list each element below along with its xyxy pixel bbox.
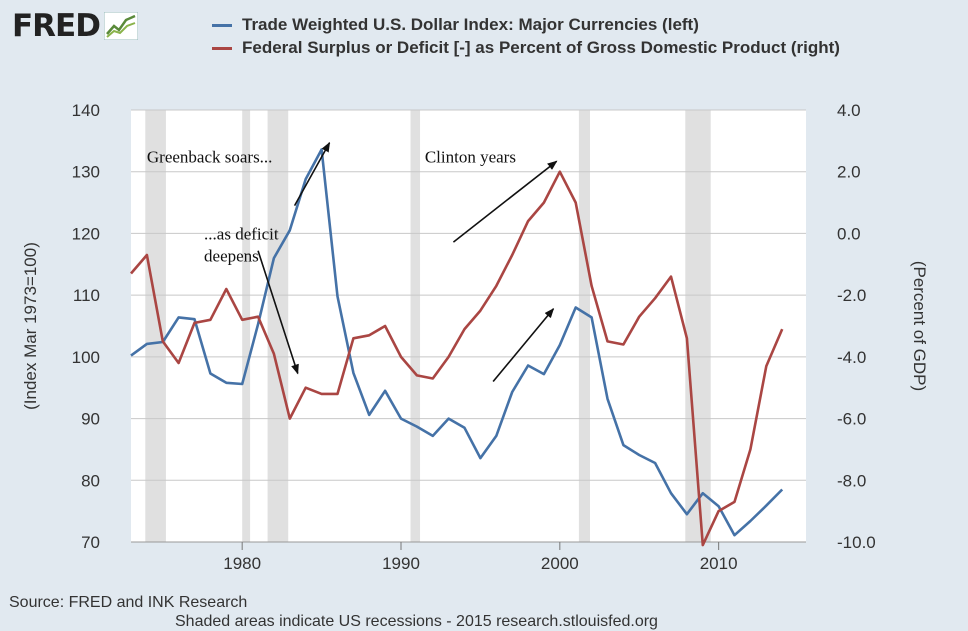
y-right-tick-label: -10.0	[837, 533, 876, 552]
y-left-tick-label: 100	[72, 348, 100, 367]
x-tick-label: 1980	[223, 554, 261, 573]
right-axis-ticks: 4.0 2.0 0.0 -2.0 -4.0 -6.0 -8.0 -10.0	[837, 101, 876, 552]
y-right-tick-label: 0.0	[837, 224, 861, 243]
recession-shading	[145, 110, 711, 542]
recession-band	[145, 110, 166, 542]
x-tick-label: 1990	[382, 554, 420, 573]
y-left-tick-label: 130	[72, 163, 100, 182]
annotation-arrow	[492, 307, 555, 383]
y-right-tick-label: 2.0	[837, 163, 861, 182]
legend-label: Federal Surplus or Deficit [-] as Percen…	[242, 38, 840, 57]
y-left-tick-label: 120	[72, 224, 100, 243]
y-left-tick-label: 110	[73, 286, 100, 305]
series-line-federal-deficit	[130, 170, 784, 547]
recession-band	[578, 110, 590, 542]
y-left-tick-label: 90	[81, 410, 100, 429]
annotations: Greenback soars... ...as deficit deepens Cl…	[147, 141, 558, 383]
y-right-tick-label: 4.0	[837, 101, 861, 120]
y-left-axis-label: (Index Mar 1973=100)	[21, 242, 40, 410]
annotation-arrow	[257, 250, 299, 375]
legend-swatch-blue	[212, 24, 232, 27]
series-line-dollar-index	[130, 148, 784, 537]
fred-logo: FRED	[12, 8, 138, 44]
y-right-tick-label: -6.0	[837, 410, 866, 429]
x-axis-ticks: 1980 1990 2000 2010	[223, 542, 738, 573]
annotation-arrow	[452, 160, 558, 243]
annotation-line: Clinton years	[425, 147, 516, 166]
annotation-line: deepens	[204, 247, 259, 266]
logo-text: FRED	[12, 8, 101, 44]
legend-label: Trade Weighted U.S. Dollar Index: Major …	[242, 15, 699, 34]
source-note: Source: FRED and INK Research	[9, 594, 248, 611]
recession-band	[410, 110, 421, 542]
legend-swatch-red	[212, 47, 232, 50]
y-right-tick-label: -2.0	[837, 286, 866, 305]
annotation-text: ...as deficit deepens	[204, 225, 279, 266]
y-left-tick-label: 80	[81, 471, 100, 490]
x-tick-label: 2000	[541, 554, 579, 573]
y-left-tick-label: 70	[81, 533, 100, 552]
annotation-text: Clinton years	[425, 147, 516, 166]
legend-item-federal-deficit: Federal Surplus or Deficit [-] as Percen…	[212, 37, 932, 58]
y-left-tick-label: 140	[72, 101, 100, 120]
chart-logo-icon	[103, 12, 138, 40]
annotation-text: Greenback soars...	[147, 147, 273, 166]
data-series	[130, 148, 784, 547]
x-tick-label: 2010	[700, 554, 738, 573]
annotation-line: Greenback soars...	[147, 147, 273, 166]
legend-item-dollar-index: Trade Weighted U.S. Dollar Index: Major …	[212, 14, 699, 35]
y-right-tick-label: -8.0	[837, 471, 866, 490]
annotation-line: ...as deficit	[204, 225, 279, 244]
y-right-tick-label: -4.0	[837, 348, 866, 367]
annotation-arrow	[293, 141, 331, 207]
recession-band	[267, 110, 289, 542]
y-right-axis-label: (Percent of GDP)	[910, 261, 929, 391]
recession-band	[242, 110, 251, 542]
left-axis-ticks: 70 80 90 100 110 120 130 140	[72, 101, 100, 552]
recession-footnote: Shaded areas indicate US recessions - 20…	[175, 613, 658, 630]
grid-lines	[131, 109, 806, 543]
